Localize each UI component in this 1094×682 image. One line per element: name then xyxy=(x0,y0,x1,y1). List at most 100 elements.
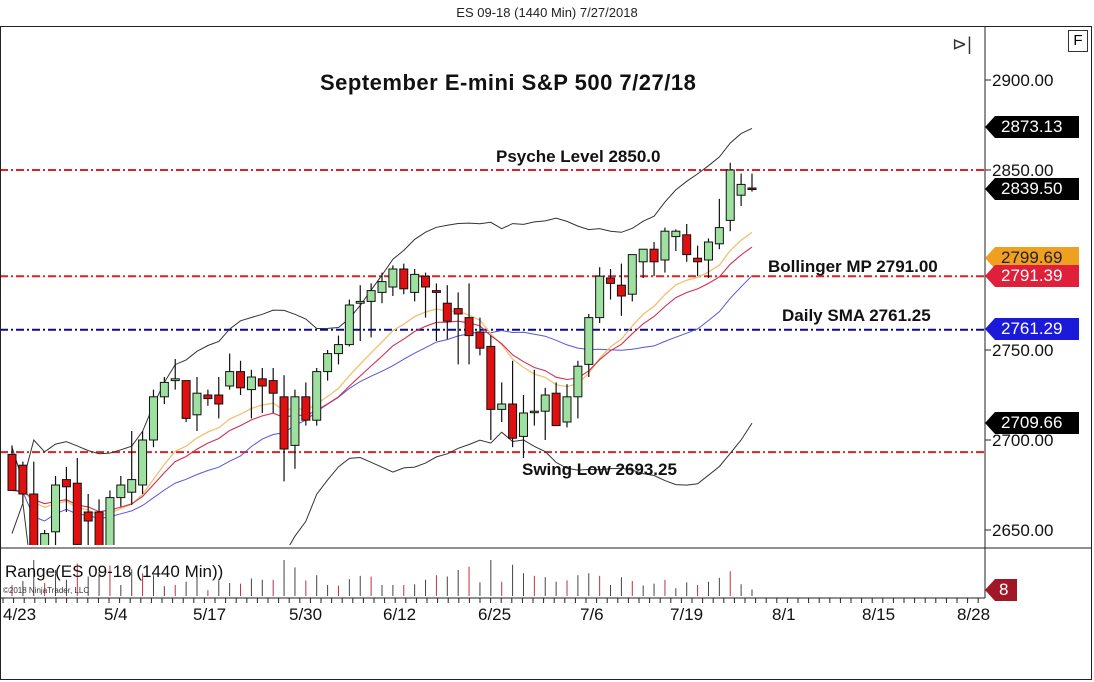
candle xyxy=(203,394,213,400)
bollinger-upper xyxy=(11,127,753,484)
candle xyxy=(83,511,93,522)
candle xyxy=(595,275,605,319)
candle xyxy=(192,392,202,416)
x-tick-label: 8/1 xyxy=(772,605,796,624)
candle xyxy=(290,396,300,446)
candle xyxy=(410,273,420,293)
x-tick-label: 6/25 xyxy=(478,605,512,624)
x-tick-label: 5/4 xyxy=(104,605,128,624)
candle xyxy=(551,392,561,427)
candle xyxy=(388,268,398,288)
candle xyxy=(540,394,550,412)
candle xyxy=(725,169,735,221)
candle xyxy=(562,396,572,423)
window-title: ES 09-18 (1440 Min) 7/27/2018 xyxy=(456,5,638,20)
candle xyxy=(127,479,137,493)
x-tick-label: 5/17 xyxy=(193,605,227,624)
candle xyxy=(627,254,637,295)
candle xyxy=(747,187,757,190)
candle xyxy=(236,371,246,389)
candle xyxy=(671,230,681,238)
price-marker-tag: 2761.29 xyxy=(985,318,1079,340)
candle xyxy=(138,439,148,486)
candle xyxy=(61,479,71,488)
candle xyxy=(421,275,431,288)
candle xyxy=(736,183,746,196)
candle xyxy=(475,331,485,349)
candle xyxy=(159,381,169,398)
candle xyxy=(246,376,256,391)
candle xyxy=(616,284,626,297)
candle xyxy=(431,290,441,293)
candle xyxy=(638,248,648,263)
candle xyxy=(703,241,713,261)
x-tick-label: 7/19 xyxy=(670,605,704,624)
y-tick-2700: 2700.00 xyxy=(992,431,1054,450)
candle xyxy=(464,317,474,337)
ema-slow xyxy=(11,246,753,513)
candle xyxy=(268,380,278,394)
x-tick-label: 8/15 xyxy=(862,605,896,624)
y-tick-2750: 2750.00 xyxy=(992,341,1054,360)
candle xyxy=(18,464,28,495)
candle xyxy=(529,410,539,414)
candle xyxy=(312,371,322,421)
candle xyxy=(170,378,180,382)
daily-sma-label: Daily SMA 2761.25 xyxy=(782,306,931,325)
candle xyxy=(257,378,267,387)
candle xyxy=(29,493,39,545)
candle xyxy=(51,484,61,533)
x-tick-label: 6/12 xyxy=(383,605,417,624)
candle xyxy=(693,257,703,263)
copyright: ©2018 NinjaTrader, LLC xyxy=(3,586,90,595)
candle xyxy=(181,380,191,419)
y-tick-2900: 2900.00 xyxy=(992,71,1054,90)
psyche-level-label: Psyche Level 2850.0 xyxy=(496,147,661,166)
candle xyxy=(116,484,126,499)
candle xyxy=(105,497,115,545)
candle xyxy=(377,281,387,293)
x-tick-label: 4/23 xyxy=(3,605,37,624)
f-button[interactable]: F xyxy=(1068,30,1088,52)
candle xyxy=(399,268,409,290)
candle xyxy=(453,308,463,315)
x-tick-label: 7/6 xyxy=(580,605,604,624)
candle xyxy=(682,234,692,256)
x-tick-label: 8/28 xyxy=(957,605,991,624)
candle xyxy=(72,482,82,545)
candle xyxy=(7,453,17,491)
bollinger-mp-label: Bollinger MP 2791.00 xyxy=(768,257,938,276)
swing-low-label: Swing Low 2693.25 xyxy=(522,460,677,479)
price-marker-tag: 2791.39 xyxy=(985,265,1079,287)
candle xyxy=(366,290,376,302)
candle xyxy=(573,365,583,398)
price-marker-tag: 2873.13 xyxy=(985,116,1079,138)
candle xyxy=(584,317,594,365)
y-tick-2850: 2850.00 xyxy=(992,161,1054,180)
price-marker-tag: 2709.66 xyxy=(985,412,1079,434)
candle xyxy=(225,371,235,387)
y-tick-2650: 2650.00 xyxy=(992,521,1054,540)
candle xyxy=(148,396,158,441)
bollinger-lower xyxy=(11,422,753,545)
candle xyxy=(660,230,670,261)
price-marker-tag: 2839.50 xyxy=(985,178,1079,200)
candle xyxy=(486,345,496,410)
candle xyxy=(214,394,224,405)
candle xyxy=(518,412,528,437)
candle xyxy=(497,403,507,410)
candle xyxy=(714,227,724,245)
range-value-tag: 8 xyxy=(985,579,1017,601)
bollinger-middle xyxy=(11,275,753,522)
candle xyxy=(344,304,354,346)
candle xyxy=(94,511,104,545)
candle xyxy=(279,396,289,450)
candle xyxy=(323,353,333,373)
candle xyxy=(333,344,343,355)
candle xyxy=(508,403,518,439)
candle xyxy=(649,248,659,263)
scroll-to-end-icon[interactable]: ⊳| xyxy=(952,34,972,54)
candle xyxy=(606,277,616,284)
price-marker-tag: 2799.69 xyxy=(985,247,1079,269)
